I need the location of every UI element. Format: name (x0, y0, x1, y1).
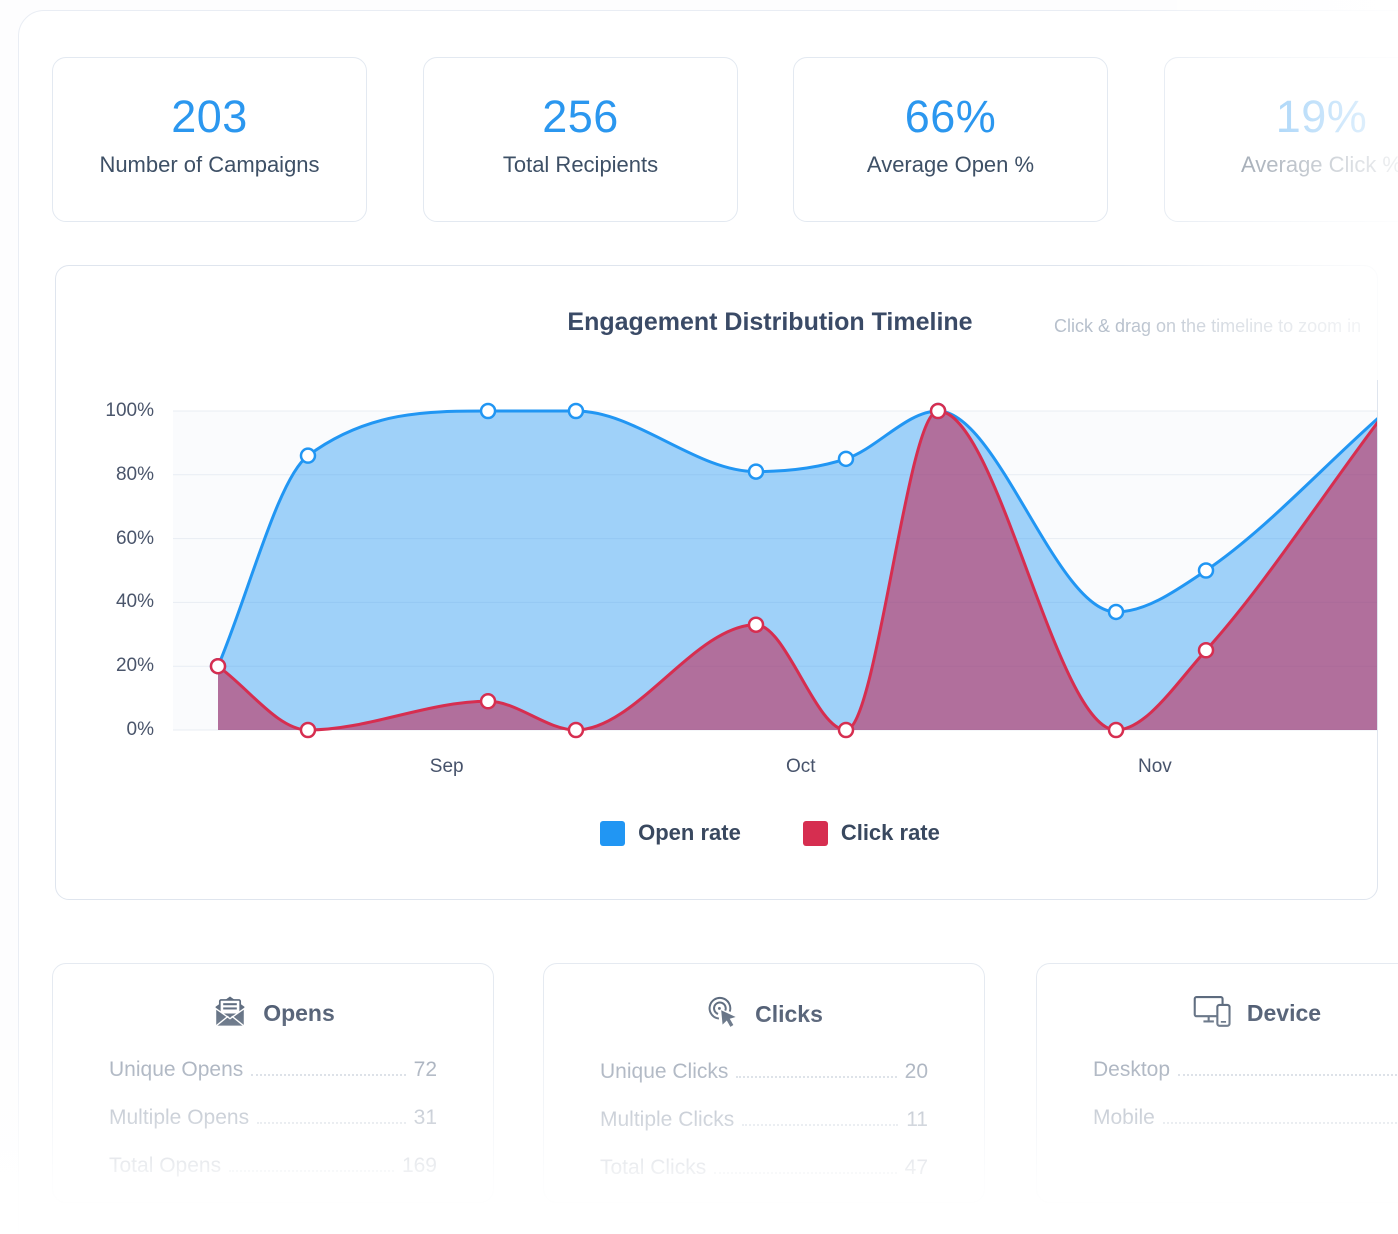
device-panel: Device Desktop Mobile (1036, 963, 1398, 1203)
open-rate-point[interactable] (837, 450, 855, 468)
y-tick-label: 60% (115, 527, 154, 549)
stat-row-multiple-clicks: Multiple Clicks 11 (600, 1108, 928, 1156)
legend-item-open-rate[interactable]: Open rate (600, 820, 741, 846)
engagement-timeline-plot[interactable] (161, 401, 1378, 746)
open-rate-point[interactable] (479, 402, 497, 420)
x-tick-label: Oct (786, 756, 816, 777)
dotted-leader (736, 1076, 897, 1078)
row-label: Mobile (1093, 1106, 1155, 1129)
open-rate-point[interactable] (299, 447, 317, 464)
chart-legend: Open rate Click rate (161, 820, 1377, 846)
y-tick-label: 40% (115, 591, 154, 613)
legend-label: Click rate (840, 820, 940, 845)
stat-row-unique-clicks: Unique Clicks 20 (600, 1060, 928, 1108)
row-label: Multiple Clicks (600, 1108, 735, 1131)
stat-label: Number of Campaigns (99, 152, 320, 177)
legend-label: Open rate (638, 820, 741, 845)
stat-row-multiple-opens: Multiple Opens 31 (109, 1106, 437, 1154)
open-rate-line (216, 409, 1377, 667)
stat-value: 256 (542, 91, 619, 142)
row-label: Unique Clicks (600, 1060, 729, 1083)
stat-card-recipients: 256 Total Recipients (423, 57, 738, 222)
click-rate-point[interactable] (837, 721, 855, 739)
stat-value: 19% (1275, 91, 1368, 142)
opens-panel: Opens Unique Opens 72 Multiple Opens 31 … (52, 963, 494, 1203)
dotted-leader (714, 1172, 897, 1174)
dotted-leader (251, 1074, 406, 1076)
stat-row-mobile: Mobile (1093, 1106, 1398, 1154)
row-value: 31 (413, 1106, 437, 1129)
row-label: Total Opens (109, 1154, 222, 1177)
dotted-leader (1178, 1074, 1398, 1076)
chart-title: Engagement Distribution Timeline (567, 308, 973, 336)
dotted-leader (229, 1170, 394, 1172)
row-label: Multiple Opens (109, 1106, 250, 1129)
stat-label: Average Open % (866, 152, 1035, 177)
y-tick-label: 100% (105, 400, 154, 421)
y-tick-label: 80% (115, 463, 154, 485)
stat-card-campaigns: 203 Number of Campaigns (52, 57, 367, 222)
stat-card-open-rate: 66% Average Open % (793, 57, 1108, 222)
stat-row-total-opens: Total Opens 169 (109, 1154, 437, 1202)
devices-icon (1193, 994, 1233, 1033)
click-rate-point[interactable] (479, 693, 497, 710)
clicks-panel-header: Clicks (544, 994, 984, 1035)
click-rate-point[interactable] (299, 721, 317, 739)
legend-swatch (600, 820, 626, 846)
panel-title: Clicks (755, 1001, 823, 1027)
open-rate-point[interactable] (567, 402, 585, 420)
click-rate-point[interactable] (567, 721, 585, 739)
row-value: 11 (906, 1108, 928, 1131)
x-tick-label: Sep (429, 756, 464, 777)
row-value: 20 (904, 1060, 928, 1083)
dotted-leader (742, 1124, 899, 1126)
row-label: Desktop (1093, 1058, 1171, 1081)
open-rate-point[interactable] (1197, 562, 1215, 579)
y-tick-label: 20% (115, 655, 154, 677)
opens-panel-header: Opens (53, 994, 493, 1033)
row-value: 169 (401, 1154, 437, 1177)
y-tick-label: 0% (126, 719, 154, 740)
stat-row-total-clicks: Total Clicks 47 (600, 1156, 928, 1204)
legend-item-click-rate[interactable]: Click rate (802, 820, 940, 846)
stat-value: 203 (171, 91, 248, 142)
dotted-leader (1162, 1122, 1398, 1124)
row-value: 47 (904, 1156, 928, 1179)
device-panel-header: Device (1037, 994, 1398, 1033)
click-rate-point[interactable] (929, 402, 947, 420)
click-rate-area (218, 411, 1377, 730)
click-rate-point[interactable] (1197, 642, 1215, 659)
stat-card-click-rate: 19% Average Click % (1164, 57, 1398, 222)
engagement-chart-card: Engagement Distribution Timeline Click &… (55, 265, 1378, 900)
row-label: Unique Opens (109, 1058, 244, 1081)
envelope-open-icon (211, 994, 249, 1033)
dotted-leader (257, 1122, 406, 1124)
open-rate-point[interactable] (1107, 603, 1125, 621)
chart-zoom-hint: Click & drag on the timeline to zoom in (1054, 316, 1362, 336)
panel-title: Device (1246, 1000, 1322, 1026)
click-rate-point[interactable] (747, 616, 765, 633)
row-value: 72 (413, 1058, 437, 1081)
legend-swatch (802, 820, 828, 846)
stat-label: Total Recipients (502, 152, 659, 177)
stat-value: 66% (904, 91, 997, 142)
open-rate-area (218, 411, 1377, 730)
x-tick-label: Nov (1138, 756, 1172, 777)
stat-row-desktop: Desktop (1093, 1058, 1398, 1106)
cursor-click-icon (705, 994, 741, 1035)
click-rate-point[interactable] (1107, 721, 1125, 739)
stat-row-unique-opens: Unique Opens 72 (109, 1058, 437, 1106)
stat-label: Average Click % (1241, 152, 1398, 177)
open-rate-point[interactable] (747, 463, 765, 480)
click-rate-point[interactable] (209, 657, 227, 675)
clicks-panel: Clicks Unique Clicks 20 Multiple Clicks … (543, 963, 985, 1203)
panel-title: Opens (263, 1000, 335, 1026)
row-label: Total Clicks (600, 1156, 707, 1179)
